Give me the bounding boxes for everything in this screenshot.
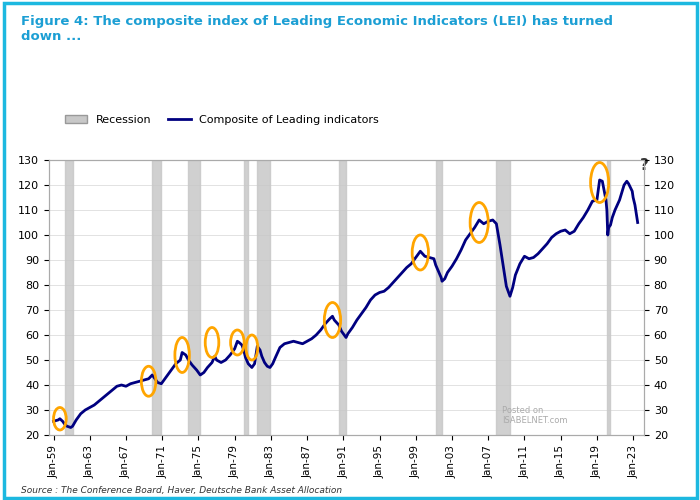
Bar	[258, 160, 270, 435]
Legend: Recession, Composite of Leading indicators: Recession, Composite of Leading indicato…	[60, 110, 384, 130]
Bar	[496, 160, 510, 435]
Bar	[339, 160, 346, 435]
Bar	[188, 160, 200, 435]
Text: Source : The Conference Board, Haver, Deutsche Bank Asset Allocation: Source : The Conference Board, Haver, De…	[21, 486, 342, 495]
Text: ?: ?	[640, 158, 650, 173]
Bar	[65, 160, 73, 435]
Text: Figure 4: The composite index of Leading Economic Indicators (LEI) has turned
do: Figure 4: The composite index of Leading…	[21, 15, 613, 43]
Bar	[435, 160, 442, 435]
Bar	[152, 160, 161, 435]
Text: Posted on
ISABELNET.com: Posted on ISABELNET.com	[502, 406, 567, 425]
Bar	[244, 160, 248, 435]
Bar	[607, 160, 610, 435]
